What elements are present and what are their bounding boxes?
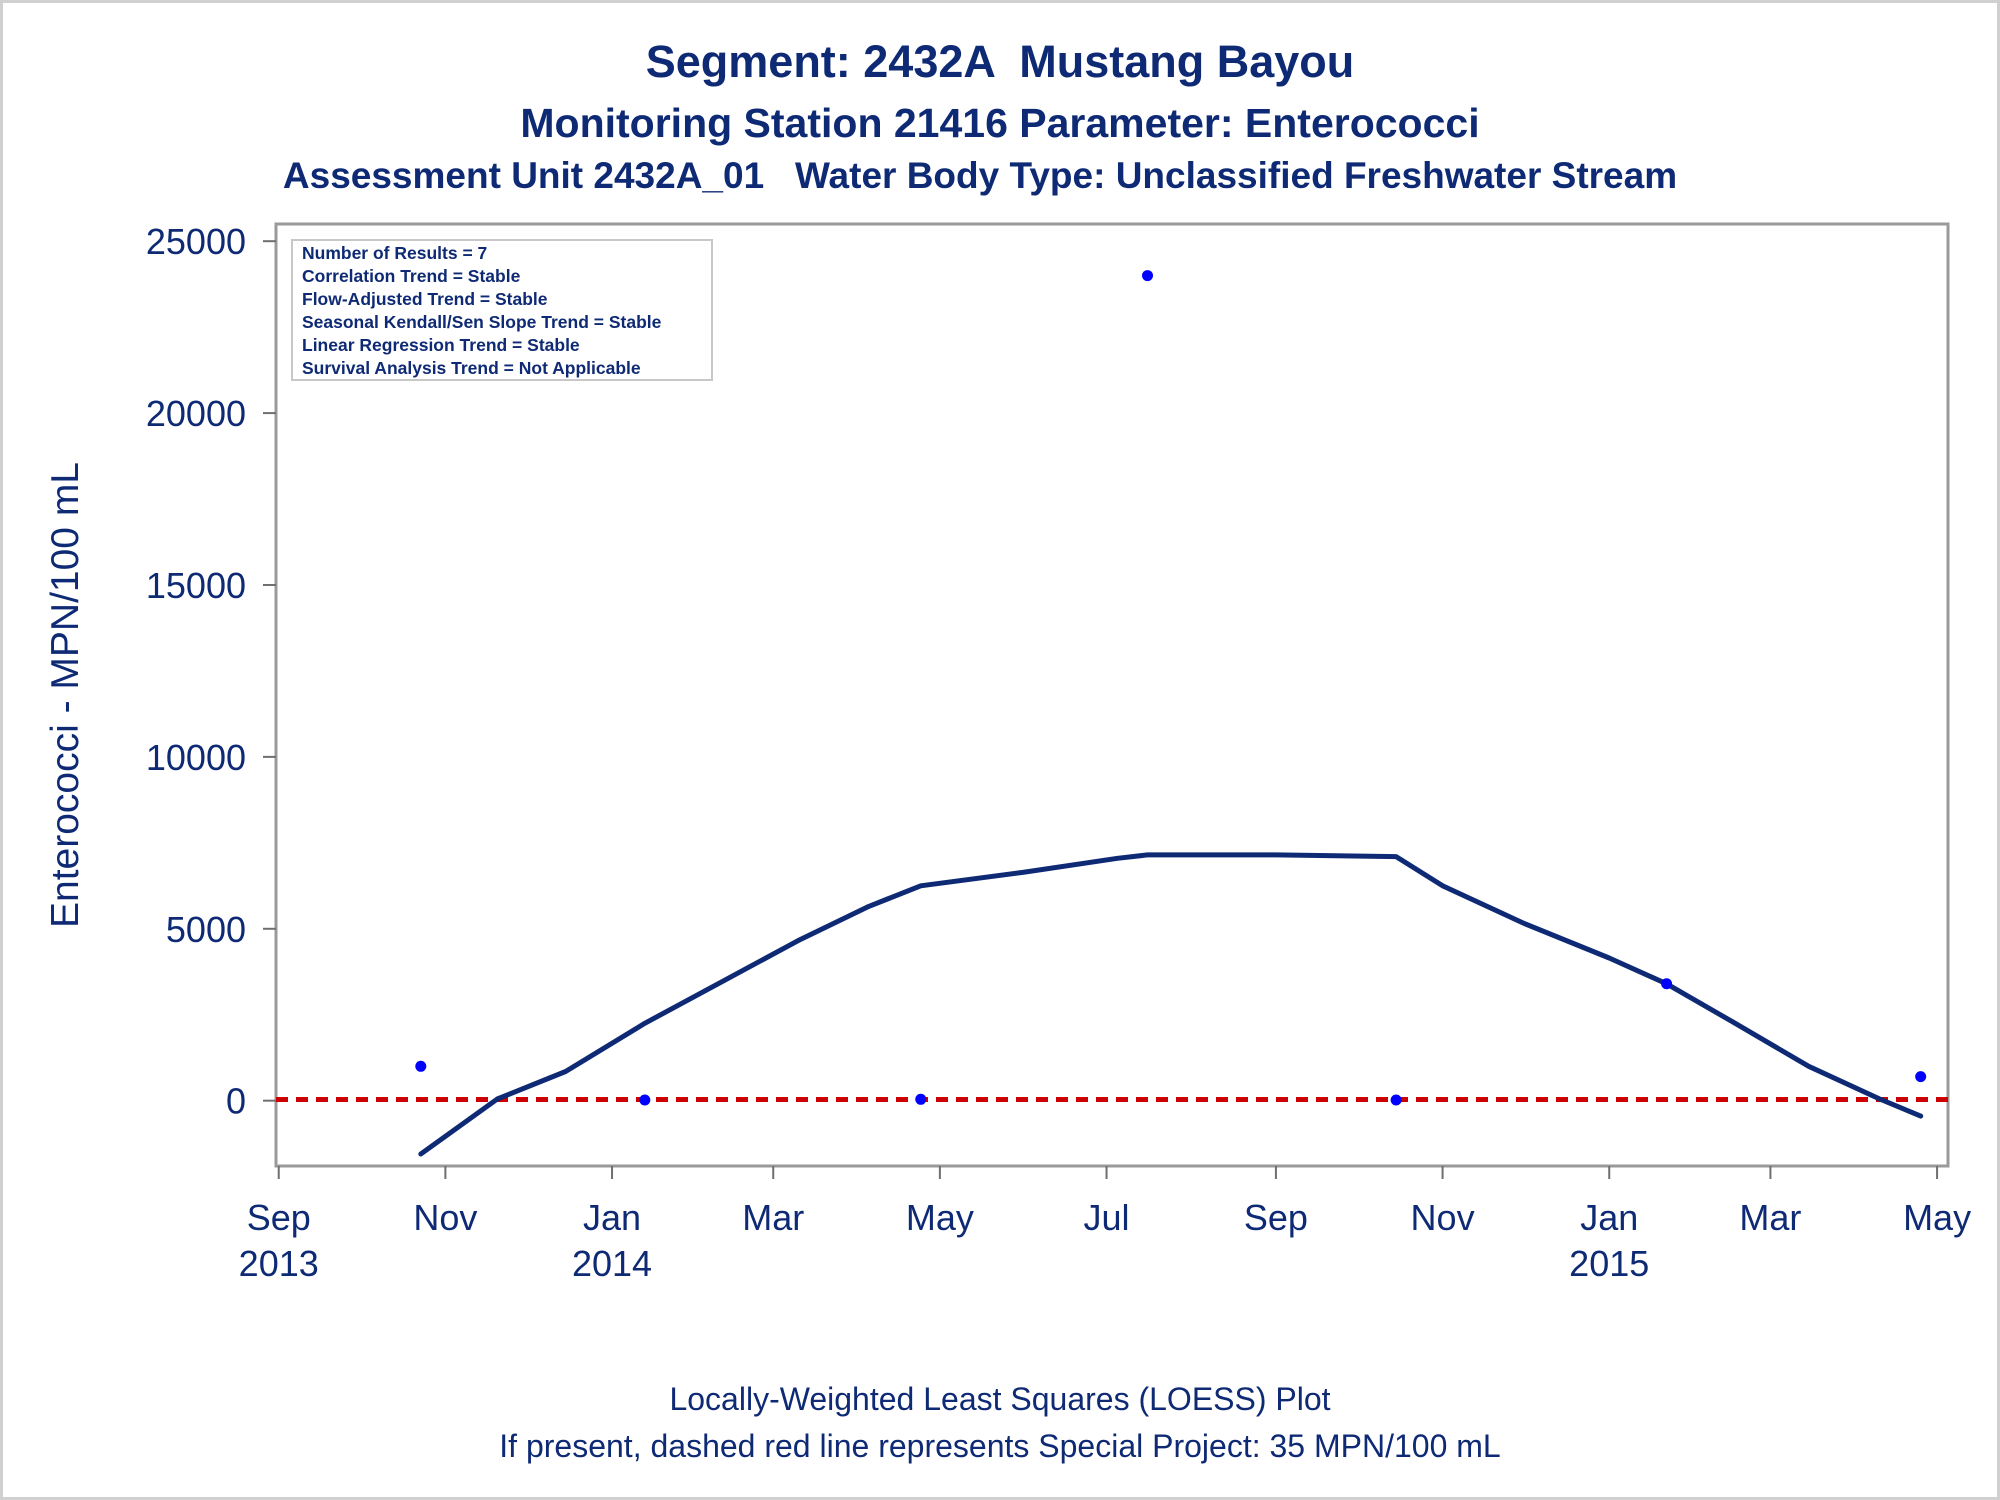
data-point-1 — [415, 1060, 427, 1072]
x-tick-label-0: Sep — [247, 1197, 311, 1238]
data-point-6 — [1661, 978, 1673, 990]
x-tick-label-8: Jan — [1580, 1197, 1638, 1238]
y-tick-label-25000: 25000 — [146, 221, 246, 262]
x-tick-label-1: Nov — [413, 1197, 477, 1238]
y-tick-label-0: 0 — [226, 1081, 246, 1122]
data-point-2 — [639, 1094, 651, 1106]
x-tick-year-label-0: 2013 — [239, 1243, 319, 1284]
data-point-5 — [1390, 1094, 1402, 1106]
y-axis: 0 5000 10000 15000 20000 25000 — [146, 221, 276, 1122]
data-point-7 — [1915, 1071, 1927, 1083]
x-tick-year-label-2: 2014 — [572, 1243, 652, 1284]
chart-subtitle-assessment: Assessment Unit 2432A_01 Water Body Type… — [282, 155, 1678, 196]
y-tick-label-10000: 10000 — [146, 737, 246, 778]
x-tick-year-label-8: 2015 — [1569, 1243, 1649, 1284]
stats-box-border — [291, 239, 713, 381]
y-tick-label-15000: 15000 — [146, 565, 246, 606]
x-tick-label-7: Nov — [1411, 1197, 1475, 1238]
chart-subtitle-station: Monitoring Station 21416 Parameter: Ente… — [520, 100, 1480, 146]
stats-linear-regression-trend: Linear Regression Trend = Stable — [302, 335, 580, 355]
stats-survival-analysis-trend: Survival Analysis Trend = Not Applicable — [302, 358, 641, 378]
x-tick-label-4: May — [906, 1197, 974, 1238]
data-points — [415, 270, 1927, 1106]
x-tick-label-3: Mar — [742, 1197, 804, 1238]
stats-seasonal-kendall-trend: Seasonal Kendall/Sen Slope Trend = Stabl… — [302, 312, 662, 332]
data-point-4 — [1142, 270, 1154, 282]
stats-correlation-trend: Correlation Trend = Stable — [302, 266, 521, 286]
loess-curve — [418, 852, 1924, 1157]
footnote-plot-type: Locally-Weighted Least Squares (LOESS) P… — [669, 1381, 1331, 1417]
y-tick-label-20000: 20000 — [146, 393, 246, 434]
loess-line — [418, 852, 1924, 1157]
footnote-reference-line: If present, dashed red line represents S… — [499, 1428, 1501, 1464]
x-tick-label-10: May — [1903, 1197, 1971, 1238]
x-axis: Sep 2013 Nov Jan 2014 Mar May Jul Sep Nov Jan 2015 M… — [239, 1166, 1971, 1284]
data-point-3 — [915, 1093, 927, 1105]
y-tick-label-5000: 5000 — [166, 909, 246, 950]
y-axis-label: Enterococci - MPN/100 mL — [44, 462, 87, 928]
x-tick-label-2: Jan — [583, 1197, 641, 1238]
plot-area-border — [274, 222, 1950, 1168]
x-tick-label-9: Mar — [1739, 1197, 1801, 1238]
trend-stats-box: Number of Results = 7 Correlation Trend … — [291, 239, 713, 381]
stats-flow-adjusted-trend: Flow-Adjusted Trend = Stable — [302, 289, 548, 309]
stats-number-of-results: Number of Results = 7 — [302, 243, 487, 263]
chart-title: Segment: 2432A Mustang Bayou — [645, 36, 1355, 87]
x-tick-label-5: Jul — [1084, 1197, 1130, 1238]
x-tick-label-6: Sep — [1244, 1197, 1308, 1238]
